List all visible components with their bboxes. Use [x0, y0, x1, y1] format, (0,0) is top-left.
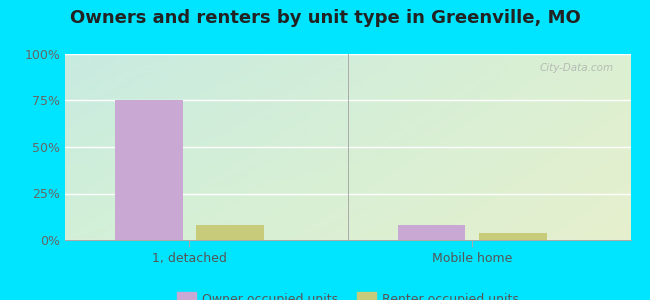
Bar [398, 225, 465, 240]
Bar [479, 233, 547, 240]
Bar [115, 100, 183, 240]
Legend: Owner occupied units, Renter occupied units: Owner occupied units, Renter occupied un… [170, 286, 525, 300]
Bar [196, 225, 264, 240]
Text: City-Data.com: City-Data.com [540, 63, 614, 73]
Text: Owners and renters by unit type in Greenville, MO: Owners and renters by unit type in Green… [70, 9, 580, 27]
